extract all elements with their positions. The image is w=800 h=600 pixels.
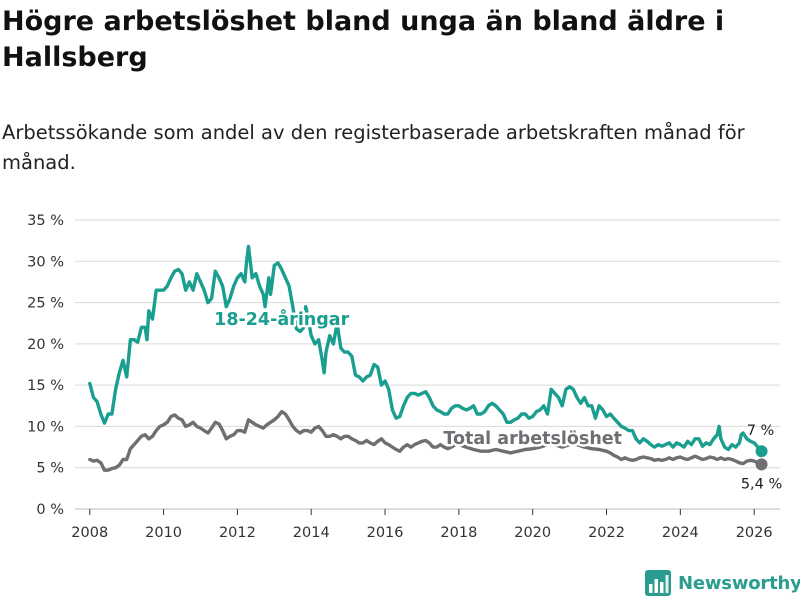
y-tick-label: 10 % — [27, 419, 64, 435]
x-tick-label: 2018 — [440, 525, 477, 541]
y-tick-label: 15 % — [27, 378, 64, 394]
total-series-line — [88, 409, 764, 472]
brand-logo[interactable]: Newsworthy — [644, 569, 800, 597]
series-lines — [88, 244, 764, 472]
chart-title: Högre arbetslöshet bland unga än bland ä… — [2, 6, 725, 73]
y-tick-label: 5 % — [36, 461, 64, 477]
series-labels: 7 % 5,4 % 18-24-åringar Total arbetslöshet — [212, 305, 783, 492]
youth-end-value-label: 7 % — [747, 423, 775, 439]
x-tick-label: 2008 — [71, 525, 108, 541]
x-tick-label: 2020 — [514, 525, 551, 541]
x-tick-label: 2016 — [367, 525, 404, 541]
gridlines — [75, 219, 780, 510]
x-tick-label: 2014 — [293, 525, 330, 541]
x-tick-label: 2010 — [145, 525, 182, 541]
y-tick-label: 35 % — [27, 213, 64, 229]
youth-series-line — [88, 244, 764, 453]
bar-chart-logo-icon — [645, 570, 671, 596]
total-end-point — [755, 458, 768, 471]
chart-subtitle: Arbetssökande som andel av den registerb… — [2, 121, 745, 174]
youth-end-point — [755, 445, 768, 458]
x-tick-label: 2012 — [219, 525, 256, 541]
total-series-label: Total arbetslöshet — [443, 429, 622, 449]
youth-series-label: 18-24-åringar — [214, 308, 349, 330]
y-tick-label: 0 % — [36, 502, 64, 518]
y-tick-label: 25 % — [27, 296, 64, 312]
y-tick-label: 20 % — [27, 337, 64, 353]
brand-name: Newsworthy — [678, 572, 800, 594]
axes: 0 % 5 % 10 % 15 % 20 % 25 % 30 % 35 % 2008 2010 20… — [27, 213, 772, 541]
total-end-value-label: 5,4 % — [741, 476, 782, 492]
x-tick-label: 2026 — [736, 525, 773, 541]
x-tick-label: 2022 — [588, 525, 625, 541]
x-tick-label: 2024 — [662, 525, 699, 541]
y-tick-label: 30 % — [27, 254, 64, 270]
